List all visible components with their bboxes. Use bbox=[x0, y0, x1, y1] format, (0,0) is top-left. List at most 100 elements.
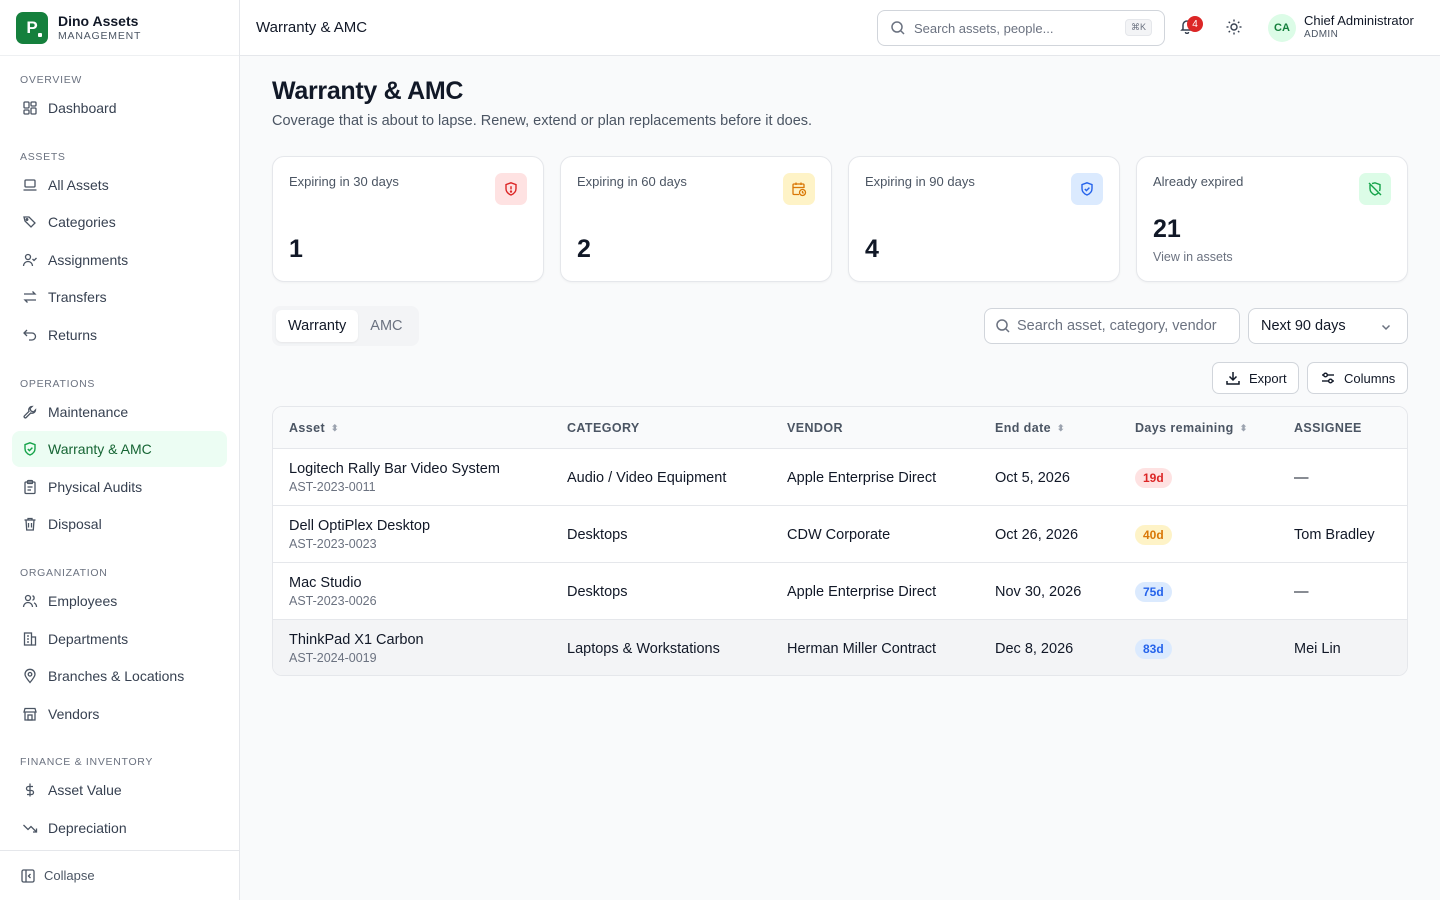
search-shortcut: ⌘K bbox=[1125, 19, 1152, 36]
table-row[interactable]: Dell OptiPlex Desktop AST-2023-0023 Desk… bbox=[273, 506, 1407, 563]
shield-off-icon bbox=[1359, 173, 1391, 205]
top-header: Warranty & AMC Search assets, people... … bbox=[240, 0, 1440, 56]
tab-warranty[interactable]: Warranty bbox=[276, 310, 358, 342]
user-avatar[interactable]: CA bbox=[1268, 14, 1296, 42]
column-header-asset[interactable]: Asset ⬍ bbox=[289, 407, 339, 449]
view-in-assets-link[interactable]: View in assets bbox=[1153, 250, 1233, 264]
sidebar-item-warranty-and-amc[interactable]: Warranty & AMC bbox=[12, 431, 227, 467]
brand[interactable]: P Dino Assets MANAGEMENT bbox=[0, 0, 239, 56]
shield-check-icon bbox=[22, 441, 38, 457]
export-label: Export bbox=[1249, 371, 1287, 386]
collapse-button[interactable]: Collapse bbox=[0, 850, 239, 900]
page-title: Warranty & AMC bbox=[272, 77, 463, 106]
collapse-label: Collapse bbox=[44, 868, 95, 883]
asset-tag: AST-2023-0011 bbox=[289, 480, 376, 494]
stat-label: Already expired bbox=[1153, 174, 1243, 189]
sidebar-item-returns[interactable]: Returns bbox=[12, 317, 227, 353]
sidebar-item-assignments[interactable]: Assignments bbox=[12, 242, 227, 278]
sidebar-item-physical-audits[interactable]: Physical Audits bbox=[12, 469, 227, 505]
brand-logo: P bbox=[16, 12, 48, 44]
sidebar-item-all-assets[interactable]: All Assets bbox=[12, 167, 227, 203]
table-search[interactable] bbox=[984, 308, 1240, 344]
export-button[interactable]: Export bbox=[1212, 362, 1299, 394]
tags-icon bbox=[22, 214, 38, 230]
sidebar-item-label: Disposal bbox=[48, 516, 102, 532]
table-search-input[interactable] bbox=[1017, 318, 1217, 334]
columns-button[interactable]: Columns bbox=[1307, 362, 1408, 394]
wrench-icon bbox=[22, 404, 38, 420]
sidebar-item-transfers[interactable]: Transfers bbox=[12, 279, 227, 315]
table-header: Asset ⬍ CATEGORY VENDOR End date ⬍ Days … bbox=[273, 407, 1407, 449]
shield-alert-icon bbox=[495, 173, 527, 205]
user-role: ADMIN bbox=[1304, 29, 1338, 40]
page-subtitle: Coverage that is about to lapse. Renew, … bbox=[272, 113, 812, 129]
end-date-cell: Nov 30, 2026 bbox=[995, 563, 1081, 620]
store-icon bbox=[22, 706, 38, 722]
category-cell: Laptops & Workstations bbox=[567, 620, 720, 676]
sidebar-item-label: Employees bbox=[48, 593, 117, 609]
asset-tag: AST-2024-0019 bbox=[289, 651, 377, 665]
vendor-cell: Apple Enterprise Direct bbox=[787, 563, 936, 620]
assignee-cell: — bbox=[1294, 449, 1309, 506]
column-header-label: End date bbox=[995, 421, 1051, 435]
asset-name[interactable]: Logitech Rally Bar Video System bbox=[289, 461, 500, 477]
sidebar-item-departments[interactable]: Departments bbox=[12, 621, 227, 657]
sidebar-item-label: Returns bbox=[48, 327, 97, 343]
sidebar-item-categories[interactable]: Categories bbox=[12, 204, 227, 240]
users-icon bbox=[22, 593, 38, 609]
category-cell: Desktops bbox=[567, 563, 627, 620]
category-cell: Audio / Video Equipment bbox=[567, 449, 726, 506]
sidebar-item-maintenance[interactable]: Maintenance bbox=[12, 394, 227, 430]
columns-label: Columns bbox=[1344, 371, 1395, 386]
sidebar-nav: OVERVIEW Dashboard ASSETS All Assets Cat… bbox=[0, 56, 239, 850]
days-remaining-cell: 75d bbox=[1135, 563, 1172, 620]
asset-tag: AST-2023-0023 bbox=[289, 537, 377, 551]
sidebar-item-asset-value[interactable]: Asset Value bbox=[12, 772, 227, 808]
sidebar-section-title: FINANCE & INVENTORY bbox=[12, 755, 227, 769]
user-name[interactable]: Chief Administrator bbox=[1304, 13, 1414, 28]
stat-card[interactable]: Already expired 21 View in assets bbox=[1136, 156, 1408, 282]
header-title: Warranty & AMC bbox=[256, 19, 367, 36]
column-header-label: VENDOR bbox=[787, 421, 843, 435]
sidebar-section-title: ORGANIZATION bbox=[12, 566, 227, 580]
column-header-days-remaining[interactable]: Days remaining ⬍ bbox=[1135, 407, 1248, 449]
sidebar-section-title: ASSETS bbox=[12, 150, 227, 164]
days-remaining-badge: 75d bbox=[1135, 582, 1172, 602]
date-range-select[interactable]: Next 90 days bbox=[1248, 308, 1408, 344]
days-remaining-badge: 83d bbox=[1135, 639, 1172, 659]
sidebar-item-label: Asset Value bbox=[48, 782, 122, 798]
table-row[interactable]: Mac Studio AST-2023-0026 Desktops Apple … bbox=[273, 563, 1407, 620]
vendor-cell: CDW Corporate bbox=[787, 506, 890, 563]
stat-value: 2 bbox=[577, 235, 591, 264]
end-date-cell: Dec 8, 2026 bbox=[995, 620, 1073, 676]
sidebar-item-employees[interactable]: Employees bbox=[12, 583, 227, 619]
theme-toggle-sun-icon[interactable] bbox=[1225, 18, 1245, 38]
sidebar-section-title: OPERATIONS bbox=[12, 377, 227, 391]
asset-name[interactable]: Dell OptiPlex Desktop bbox=[289, 518, 430, 534]
trending-down-icon bbox=[22, 820, 38, 836]
sidebar-item-dashboard[interactable]: Dashboard bbox=[12, 90, 227, 126]
column-header-label: Days remaining bbox=[1135, 421, 1234, 435]
sidebar-item-disposal[interactable]: Disposal bbox=[12, 506, 227, 542]
asset-name[interactable]: Mac Studio bbox=[289, 575, 362, 591]
undo-icon bbox=[22, 327, 38, 343]
search-icon bbox=[890, 20, 906, 36]
sidebar-item-label: Categories bbox=[48, 214, 116, 230]
end-date-cell: Oct 5, 2026 bbox=[995, 449, 1070, 506]
table-row[interactable]: ThinkPad X1 Carbon AST-2024-0019 Laptops… bbox=[273, 620, 1407, 676]
global-search-input[interactable]: Search assets, people... ⌘K bbox=[877, 10, 1165, 46]
asset-name[interactable]: ThinkPad X1 Carbon bbox=[289, 632, 424, 648]
vendor-cell: Herman Miller Contract bbox=[787, 620, 936, 676]
sidebar-item-vendors[interactable]: Vendors bbox=[12, 696, 227, 732]
stat-value: 1 bbox=[289, 235, 303, 264]
sidebar-item-label: Dashboard bbox=[48, 100, 117, 116]
sidebar-item-depreciation[interactable]: Depreciation bbox=[12, 810, 227, 846]
column-header-end-date[interactable]: End date ⬍ bbox=[995, 407, 1065, 449]
days-remaining-cell: 40d bbox=[1135, 506, 1172, 563]
sidebar-item-branches-and-locations[interactable]: Branches & Locations bbox=[12, 658, 227, 694]
assignee-cell: Tom Bradley bbox=[1294, 506, 1375, 563]
global-search-placeholder: Search assets, people... bbox=[914, 21, 1053, 36]
arrows-icon bbox=[22, 289, 38, 305]
tab-amc[interactable]: AMC bbox=[358, 310, 414, 342]
table-row[interactable]: Logitech Rally Bar Video System AST-2023… bbox=[273, 449, 1407, 506]
